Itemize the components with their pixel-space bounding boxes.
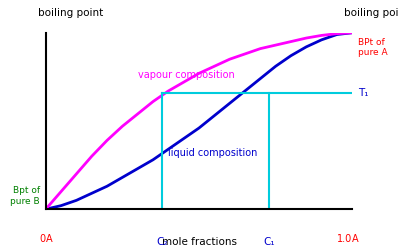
Text: Bpt of
pure B: Bpt of pure B — [10, 186, 40, 206]
Text: 1.0: 1.0 — [337, 234, 352, 244]
Text: A: A — [46, 234, 53, 244]
Text: C₂: C₂ — [156, 237, 168, 247]
Text: liquid composition: liquid composition — [168, 148, 258, 158]
Text: 0: 0 — [40, 234, 46, 244]
Text: vapour composition: vapour composition — [138, 70, 234, 80]
Text: T₁: T₁ — [358, 88, 369, 98]
Text: C₁: C₁ — [263, 237, 275, 247]
Text: BPt of
pure A: BPt of pure A — [358, 38, 388, 57]
Text: A: A — [352, 234, 359, 244]
Text: boiling point: boiling point — [344, 8, 398, 18]
Text: mole fractions: mole fractions — [162, 237, 236, 247]
Text: boiling point: boiling point — [38, 8, 103, 18]
